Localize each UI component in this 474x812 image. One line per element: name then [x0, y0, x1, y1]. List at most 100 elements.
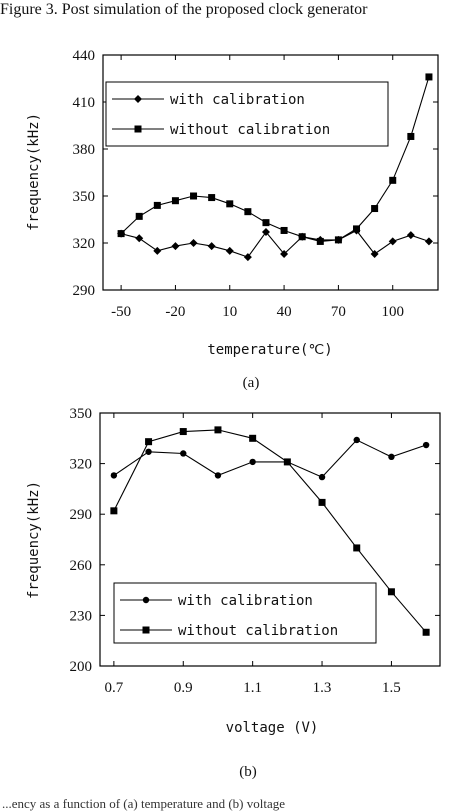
legend: with calibration without calibration	[105, 81, 389, 147]
data-point	[353, 544, 361, 552]
series-without-calibration	[110, 426, 430, 636]
legend-marker	[134, 125, 142, 133]
series-with-calibration	[117, 226, 433, 262]
series-line	[113, 429, 427, 633]
data-point	[179, 428, 187, 436]
x-tick-label: 10	[222, 304, 237, 320]
legend-marker	[142, 596, 150, 604]
x-tick-label: 1.1	[243, 680, 262, 696]
data-point	[389, 176, 397, 184]
data-point	[388, 237, 397, 246]
data-point	[422, 441, 430, 449]
legend-entry: without calibration	[178, 623, 338, 639]
series-line	[120, 229, 430, 258]
x-tick-label: 1.3	[313, 680, 332, 696]
data-point	[226, 200, 234, 208]
data-point	[225, 246, 234, 255]
data-point	[388, 453, 395, 461]
y-tick-label: 350	[73, 189, 96, 205]
data-point	[145, 448, 152, 455]
y-tick-label: 320	[70, 457, 93, 473]
footer-caption: ...ency as a function of (a) temperature…	[2, 796, 285, 811]
y-tick-label: 290	[70, 507, 93, 523]
data-point	[280, 249, 289, 258]
data-point	[190, 192, 198, 200]
data-point	[249, 434, 257, 442]
data-point	[171, 197, 179, 205]
chart-b: 200 230 260 290 320 350 0.7 0.9 1.1 1.3 1.5 voltage…	[26, 406, 441, 780]
data-point	[318, 498, 326, 506]
legend-box	[113, 582, 377, 644]
data-point	[262, 219, 270, 227]
x-tick-label: -20	[165, 304, 185, 320]
data-point	[171, 242, 180, 251]
y-tick-label: 290	[73, 283, 96, 299]
data-point	[180, 450, 187, 457]
data-point	[117, 230, 125, 238]
data-point	[135, 234, 144, 243]
data-point	[387, 588, 395, 596]
plot-frame	[102, 54, 439, 291]
data-point	[110, 507, 118, 515]
chart-caption: (b)	[239, 764, 257, 780]
x-tick-label: 100	[381, 304, 404, 320]
legend-entry: with calibration	[178, 593, 313, 609]
data-point	[153, 246, 162, 255]
y-tick-label: 380	[73, 142, 96, 158]
data-point	[145, 438, 153, 446]
x-tick-label: 0.9	[174, 680, 193, 696]
data-point	[214, 426, 222, 434]
data-point	[280, 226, 288, 234]
legend-marker	[142, 626, 150, 634]
y-axis-label: frequency(kHz)	[26, 113, 42, 231]
y-tick-label: 410	[73, 95, 96, 111]
chart-caption: (a)	[243, 375, 260, 391]
data-point	[110, 472, 118, 479]
y-tick-label: 320	[73, 236, 96, 252]
data-point	[207, 242, 216, 251]
data-point	[353, 225, 361, 233]
data-point	[422, 628, 430, 636]
x-tick-label: 1.5	[382, 680, 401, 696]
data-point	[353, 436, 360, 444]
y-axis-label: frequency(kHz)	[26, 481, 42, 599]
data-point	[407, 132, 415, 140]
data-point	[316, 237, 324, 245]
data-point	[370, 249, 379, 258]
data-point	[189, 239, 198, 247]
legend-entry: with calibration	[170, 92, 305, 108]
data-point	[208, 194, 216, 202]
x-tick-label: 40	[277, 304, 292, 320]
data-point	[214, 472, 222, 479]
data-point	[334, 236, 342, 244]
y-tick-label: 260	[70, 558, 93, 574]
page-title: Figure 3. Post simulation of the propose…	[0, 1, 368, 18]
series-line	[113, 439, 427, 478]
data-point	[406, 231, 415, 240]
data-point	[244, 208, 252, 216]
series-without-calibration	[117, 73, 433, 245]
y-tick-label: 440	[73, 48, 96, 64]
data-point	[318, 473, 326, 481]
plot-frame	[99, 412, 441, 667]
legend-box	[105, 81, 389, 147]
y-tick-label: 230	[70, 608, 93, 624]
x-tick-label: -50	[111, 304, 131, 320]
data-point	[135, 212, 143, 220]
data-point	[298, 233, 306, 241]
x-tick-label: 70	[331, 304, 346, 320]
legend-marker	[134, 95, 142, 103]
y-tick-label: 200	[70, 659, 93, 675]
legend: with calibration without calibration	[113, 582, 377, 644]
x-tick-label: 0.7	[105, 680, 124, 696]
series-with-calibration	[110, 436, 430, 481]
data-point	[243, 253, 252, 262]
x-axis-label: voltage (V)	[226, 720, 319, 736]
y-tick-label: 350	[70, 406, 93, 422]
data-point	[371, 205, 379, 213]
legend-entry: without calibration	[170, 122, 330, 138]
data-point	[283, 458, 291, 466]
data-point	[424, 237, 433, 246]
data-point	[261, 228, 270, 237]
